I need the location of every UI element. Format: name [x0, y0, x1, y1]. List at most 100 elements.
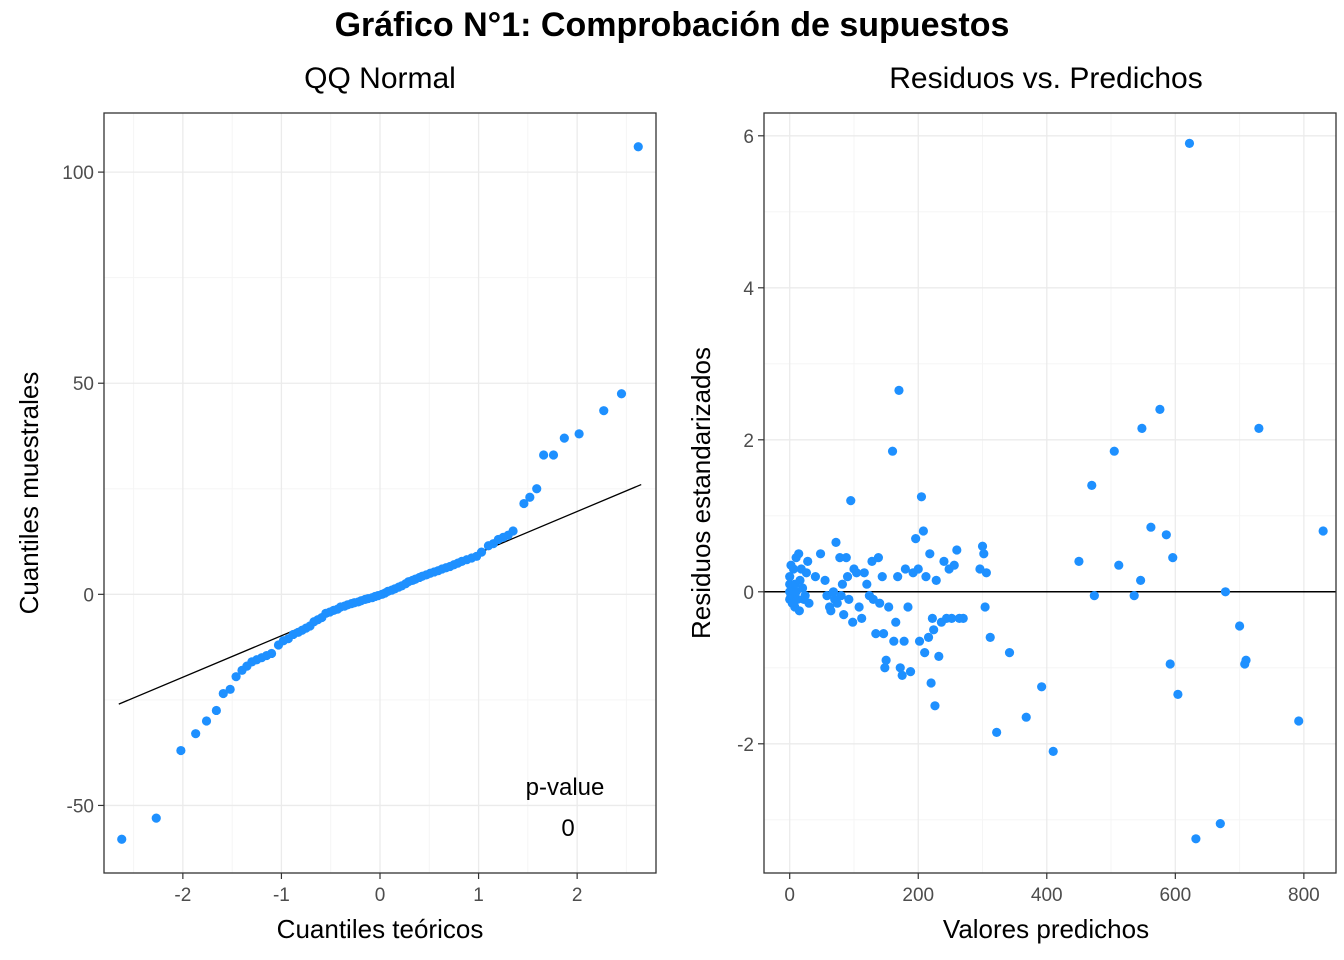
residuals-x-tick-label: 200	[902, 885, 934, 906]
residuals-data-point	[1191, 834, 1201, 844]
residuals-data-point	[1184, 138, 1195, 148]
residuals-data-point	[1146, 522, 1156, 532]
qq-data-point	[266, 648, 277, 659]
qq-data-point	[519, 498, 529, 509]
residuals-data-point	[914, 636, 925, 646]
residuals-data-point	[1004, 648, 1015, 658]
residuals-data-point	[1155, 404, 1165, 414]
residuals-data-point	[929, 625, 939, 635]
residuals-data-point	[1136, 575, 1146, 586]
residuals-data-point	[800, 591, 810, 601]
qq-x-tick-label: 0	[375, 885, 386, 906]
qq-data-point	[117, 834, 127, 844]
residuals-data-point	[810, 572, 821, 582]
residuals-data-point	[815, 549, 826, 559]
residuals-x-axis-title: Valores predichos	[943, 914, 1149, 944]
residuals-data-point	[894, 385, 904, 395]
residuals-data-point	[1087, 480, 1097, 490]
residuals-data-point	[1089, 591, 1099, 601]
qq-data-point	[633, 142, 643, 152]
residuals-data-point	[884, 602, 894, 612]
residuals-data-point	[836, 591, 846, 601]
residuals-data-point	[795, 575, 805, 586]
residuals-data-point	[1037, 682, 1047, 692]
residuals-data-point	[792, 594, 803, 605]
residuals-panel: Residuos vs. Predichos 0 200 400 600 800 -2 0…	[686, 62, 1337, 944]
residuals-data-point	[851, 568, 862, 578]
residuals-y-tick-label: 4	[743, 279, 754, 300]
residuals-data-point	[931, 575, 941, 586]
qq-data-point	[525, 492, 535, 502]
residuals-data-point	[887, 446, 898, 456]
residuals-y-tick-label: 2	[743, 431, 754, 452]
qq-x-tick-label: -2	[174, 885, 191, 906]
residuals-data-point	[947, 613, 957, 624]
pvalue-value: 0	[561, 815, 574, 842]
residuals-data-point	[832, 598, 842, 608]
residuals-data-point	[862, 579, 872, 589]
residuals-data-point	[913, 564, 923, 574]
residuals-data-point	[797, 583, 808, 593]
residuals-data-point	[785, 572, 795, 582]
qq-points	[117, 142, 643, 844]
qq-data-point	[201, 716, 212, 726]
residuals-data-point	[1168, 553, 1178, 563]
residuals-data-point	[1294, 716, 1304, 726]
residuals-data-point	[927, 613, 937, 624]
qq-data-point	[151, 813, 161, 823]
residuals-data-point	[1074, 556, 1084, 567]
qq-data-point	[211, 705, 221, 716]
residuals-data-point	[839, 610, 849, 620]
residuals-x-tick-label: 400	[1031, 885, 1063, 906]
pvalue-label: p-value	[526, 774, 605, 801]
qq-y-tick-label: 100	[62, 163, 94, 184]
residuals-data-point	[1173, 689, 1183, 700]
residuals-data-point	[934, 651, 944, 662]
residuals-data-point	[979, 549, 989, 559]
residuals-data-point	[881, 655, 891, 665]
residuals-data-point	[1254, 423, 1264, 433]
residuals-data-point	[803, 556, 813, 567]
residuals-data-point	[926, 678, 936, 688]
residuals-data-point	[981, 568, 991, 578]
residuals-data-point	[842, 572, 853, 582]
residuals-data-point	[878, 629, 889, 639]
residuals-data-point	[958, 613, 968, 624]
residuals-data-point	[1161, 530, 1171, 540]
residuals-data-point	[801, 568, 812, 578]
qq-gridlines	[104, 113, 656, 873]
qq-y-tick-label: 0	[83, 585, 94, 606]
residuals-data-point	[880, 663, 890, 673]
residuals-data-point	[794, 606, 804, 616]
qq-y-axis-ticks: -50 0 50 100	[62, 163, 104, 817]
residuals-data-point	[920, 648, 930, 658]
residuals-x-tick-label: 0	[784, 885, 795, 906]
qq-x-tick-label: 2	[572, 885, 583, 906]
residuals-data-point	[1109, 446, 1119, 456]
residuals-data-point	[921, 572, 931, 582]
qq-data-point	[225, 684, 235, 694]
residuals-data-point	[925, 549, 935, 559]
residuals-y-axis-title: Residuos estandarizados	[686, 347, 716, 639]
residuals-data-point	[820, 575, 830, 586]
residuals-data-point	[930, 701, 940, 711]
residuals-data-point	[1234, 621, 1245, 631]
qq-data-point	[508, 526, 518, 536]
residuals-data-point	[918, 526, 928, 536]
residuals-data-point	[1318, 526, 1328, 536]
residuals-data-point	[1220, 587, 1231, 597]
residuals-data-point	[873, 553, 884, 563]
residuals-data-point	[952, 545, 962, 555]
residuals-title: Residuos vs. Predichos	[889, 62, 1202, 95]
qq-y-tick-label: -50	[67, 796, 94, 817]
residuals-data-point	[871, 629, 881, 639]
residuals-data-point	[893, 572, 903, 582]
residuals-data-point	[992, 727, 1002, 738]
residuals-data-point	[828, 587, 839, 597]
residuals-data-point	[844, 594, 854, 605]
qq-x-tick-label: 1	[473, 885, 484, 906]
residuals-y-tick-label: 0	[743, 583, 754, 604]
residuals-data-point	[1165, 659, 1175, 669]
residuals-data-point	[854, 602, 864, 612]
residuals-data-point	[939, 556, 949, 567]
